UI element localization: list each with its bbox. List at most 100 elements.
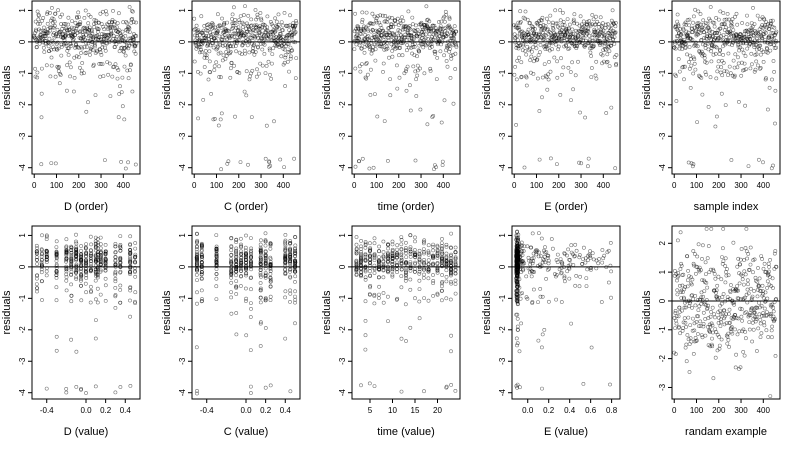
residual-point [674,99,679,103]
residual-point [734,11,739,16]
residual-point [552,55,557,60]
residual-point [686,278,690,283]
residual-point [442,53,447,58]
residual-point [408,287,413,292]
residual-point [109,31,114,35]
residual-point [98,50,103,55]
residual-point [684,324,689,329]
residual-point [439,19,444,24]
residual-point [375,114,380,119]
y-tick-label: 0 [658,39,667,44]
residual-point [374,18,378,23]
residual-point [442,98,447,103]
residual-point [416,31,421,36]
residual-point [524,274,529,279]
x-tick-label: 400 [757,181,771,190]
residual-point [699,302,704,306]
residual-point [106,72,111,77]
residual-point [726,273,731,278]
residual-point [517,31,522,36]
residual-point [262,52,267,56]
residual-point [583,115,588,120]
residual-point [752,289,757,293]
residual-point [98,246,103,251]
residual-point [569,321,574,326]
residual-point [79,68,84,73]
residual-point [674,74,679,78]
residual-point [112,39,117,44]
residual-point [356,24,361,29]
residual-point [74,232,78,237]
residual-point [674,318,678,323]
residual-point [62,41,67,45]
residual-point [676,238,680,243]
residual-point [584,276,589,281]
residual-point [120,29,125,34]
residual-point [88,14,93,19]
x-tick-label: 0.2 [260,406,272,415]
residual-point [129,41,134,46]
residual-point [50,39,55,44]
residual-point [216,51,221,56]
residual-point [65,63,70,68]
residual-point [78,65,82,70]
residual-point [217,34,222,39]
residual-point [691,20,695,25]
residual-point [609,295,613,300]
residual-point [752,22,757,27]
residual-point [771,163,775,168]
residual-point [731,28,736,33]
y-axis-label: residuals [481,65,493,110]
residual-point [681,64,686,69]
residual-point [59,53,64,58]
residual-point [268,19,273,24]
residual-point [234,311,239,315]
residual-point [547,60,551,64]
residual-point [696,308,701,313]
residual-point [593,73,598,78]
residual-point [701,42,705,47]
residual-point [388,77,393,82]
residual-point [695,120,700,125]
residual-point [535,57,540,62]
residual-point [760,257,765,261]
residual-point [555,252,560,257]
residual-point [550,23,555,28]
residual-point [266,59,271,64]
x-tick-label: 0.0 [522,406,534,415]
residual-point [98,62,103,66]
residual-point [379,26,384,31]
residual-point [714,15,719,20]
residual-point [225,20,230,25]
residual-point [352,47,357,52]
residual-point [229,290,234,295]
residual-point [717,343,722,348]
y-tick-label: 1 [178,8,187,13]
residual-point [134,34,139,38]
residual-point [577,160,582,165]
residual-point [78,22,83,27]
residual-point [740,47,745,52]
residual-point [733,365,738,370]
residual-point [128,62,133,67]
residual-point [756,266,760,270]
residual-point [278,157,283,162]
residual-point [672,39,677,44]
residual-point [609,105,614,110]
residual-point [273,29,278,33]
residual-point [222,33,227,38]
residual-point [516,20,521,25]
residual-point [367,43,371,47]
residual-point [453,278,458,283]
residual-point [128,234,133,239]
residual-point [765,296,770,301]
residual-point [226,159,231,164]
residual-point [53,23,57,28]
x-tick-label: 100 [530,181,544,190]
residual-point [83,281,88,286]
residual-point [37,21,42,26]
y-tick-label: -3 [18,357,27,365]
residual-point [571,19,576,24]
residual-point [247,50,252,55]
residual-point [290,48,295,53]
